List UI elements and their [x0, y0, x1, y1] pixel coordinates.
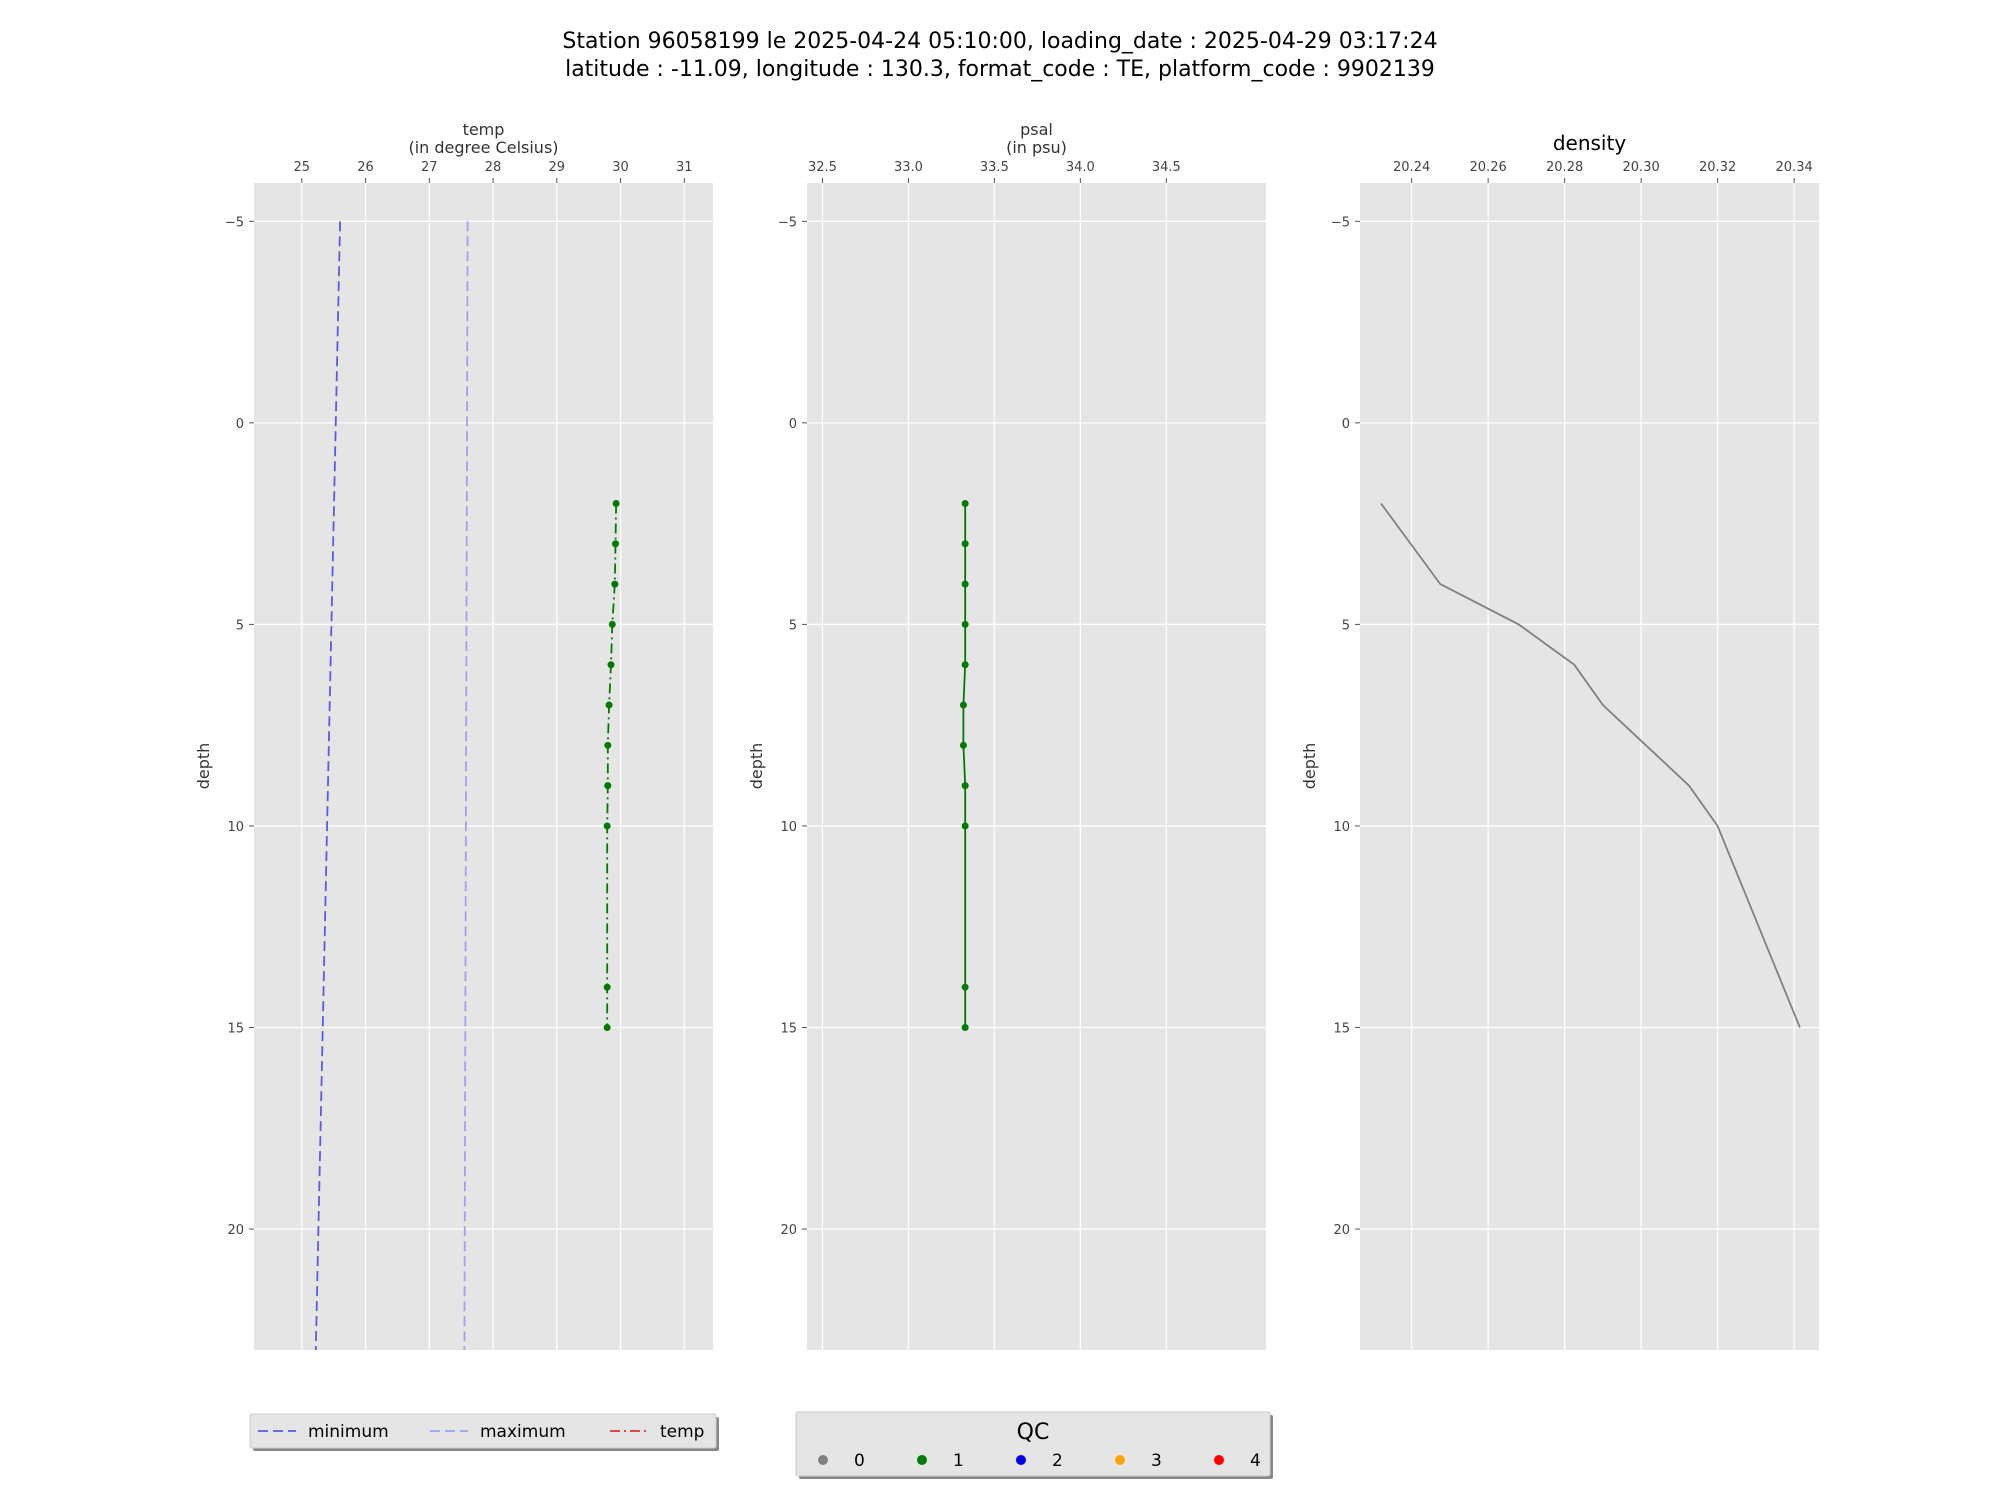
- density-y-tick-label: 0: [1342, 417, 1350, 432]
- temp-y-tick-label: 15: [227, 1022, 244, 1037]
- legend-label-maximum: maximum: [480, 1422, 566, 1442]
- psal-data-point: [961, 661, 969, 669]
- density-y-tick-label: 15: [1333, 1022, 1350, 1037]
- psal-y-tick-label: 5: [789, 618, 797, 633]
- temp-x-tick-label: 29: [549, 160, 566, 175]
- temp-y-tick-label: 20: [227, 1223, 244, 1238]
- qc-marker-1: [917, 1455, 927, 1465]
- psal-data-point: [961, 983, 969, 991]
- temp-x-tick-label: 25: [294, 160, 311, 175]
- temp-y-tick-label: −5: [225, 215, 244, 230]
- psal-x-tick-label: 32.5: [808, 160, 837, 175]
- psal-x-tick-label: 34.0: [1066, 160, 1095, 175]
- density-x-tick-label: 20.32: [1699, 160, 1736, 175]
- density-y-tick-label: −5: [1331, 215, 1350, 230]
- psal-data-point: [961, 822, 969, 830]
- temp-data-point: [608, 620, 616, 628]
- qc-legend-title: QC: [1017, 1420, 1050, 1445]
- qc-label-4: 4: [1250, 1451, 1261, 1471]
- temp-x-tick-label: 27: [421, 160, 438, 175]
- density-y-tick-label: 5: [1342, 618, 1350, 633]
- psal-x-tick-label: 33.0: [894, 160, 923, 175]
- psal-data-point: [961, 499, 969, 507]
- qc-label-3: 3: [1151, 1451, 1162, 1471]
- psal-data-point: [961, 580, 969, 588]
- temp-plot-area: [254, 183, 713, 1350]
- qc-marker-2: [1016, 1455, 1026, 1465]
- temp-x-tick-label: 31: [676, 160, 693, 175]
- temp-x-axis-label: temp: [463, 120, 505, 139]
- psal-y-tick-label: 0: [789, 417, 797, 432]
- legend-label-temp: temp: [660, 1422, 704, 1442]
- qc-label-0: 0: [854, 1451, 865, 1471]
- psal-data-point: [959, 741, 967, 749]
- psal-data-point: [959, 701, 967, 709]
- density-panel-title: density: [1553, 131, 1626, 155]
- qc-label-2: 2: [1052, 1451, 1063, 1471]
- density-x-tick-label: 20.28: [1546, 160, 1583, 175]
- qc-marker-0: [818, 1455, 828, 1465]
- temp-data-point: [612, 499, 620, 507]
- qc-label-1: 1: [953, 1451, 964, 1471]
- temp-data-point: [603, 822, 611, 830]
- panel-psal: 32.5 33.0 33.5 34.0 34.5 −5 0 5 10 15 20 psal(in ps…: [747, 120, 1266, 1350]
- legend-qc: QC 0 1 2 3 4: [795, 1411, 1273, 1479]
- psal-data-point: [961, 540, 969, 548]
- density-x-tick-label: 20.26: [1470, 160, 1507, 175]
- legend-lines: minimum maximum temp: [249, 1413, 719, 1451]
- figure-title-line1: Station 96058199 le 2025-04-24 05:10:00,…: [562, 29, 1437, 54]
- psal-y-axis-label: depth: [747, 743, 766, 790]
- temp-data-point: [604, 782, 612, 790]
- density-x-tick-label: 20.24: [1393, 160, 1430, 175]
- temp-x-axis-unit: (in degree Celsius): [408, 138, 558, 157]
- psal-y-tick-label: 15: [780, 1022, 797, 1037]
- temp-x-tick-label: 26: [357, 160, 374, 175]
- temp-data-point: [603, 983, 611, 991]
- temp-data-point: [607, 661, 615, 669]
- psal-y-tick-label: 20: [780, 1223, 797, 1238]
- temp-series-minimum-line: [314, 221, 341, 1351]
- temp-y-axis-label: depth: [194, 743, 213, 790]
- temp-data-point: [604, 741, 612, 749]
- temp-y-tick-label: 10: [227, 820, 244, 835]
- density-series-density-line: [1380, 502, 1801, 1028]
- temp-x-tick-label: 30: [612, 160, 629, 175]
- psal-y-tick-label: −5: [778, 215, 797, 230]
- density-y-tick-label: 10: [1333, 820, 1350, 835]
- temp-series-maximum-line: [463, 221, 469, 1351]
- temp-data-point: [611, 580, 619, 588]
- legend-label-minimum: minimum: [308, 1422, 389, 1442]
- qc-marker-4: [1214, 1455, 1224, 1465]
- qc-marker-3: [1115, 1455, 1125, 1465]
- psal-x-tick-label: 34.5: [1152, 160, 1181, 175]
- temp-data-point: [605, 701, 613, 709]
- panel-temp: 25 26 27 28 29 30 31 −5 0 5 10 15 20 temp(in degree C…: [194, 120, 713, 1351]
- panels: 25 26 27 28 29 30 31 −5 0 5 10 15 20 temp(in degree C…: [194, 120, 1819, 1351]
- psal-x-axis-unit: (in psu): [1006, 138, 1067, 157]
- temp-data-point: [603, 1024, 611, 1032]
- figure-title-line2: latitude : -11.09, longitude : 130.3, fo…: [565, 57, 1435, 82]
- legend-box: [249, 1413, 717, 1449]
- temp-x-tick-label: 28: [485, 160, 502, 175]
- psal-data-point: [961, 1024, 969, 1032]
- qc-legend-box: [795, 1411, 1271, 1477]
- panel-density: 20.24 20.26 20.28 20.30 20.32 20.34 −5 0 5 10 15 20…: [1300, 131, 1819, 1350]
- density-plot-area: [1360, 183, 1819, 1350]
- psal-plot-area: [807, 183, 1266, 1350]
- psal-data-point: [961, 620, 969, 628]
- density-y-axis-label: depth: [1300, 743, 1319, 790]
- density-x-tick-label: 20.34: [1776, 160, 1813, 175]
- temp-data-point: [611, 540, 619, 548]
- psal-x-tick-label: 33.5: [980, 160, 1009, 175]
- temp-y-tick-label: 5: [236, 618, 244, 633]
- psal-x-axis-label: psal: [1020, 120, 1053, 139]
- density-x-tick-label: 20.30: [1623, 160, 1660, 175]
- psal-data-point: [961, 782, 969, 790]
- psal-y-tick-label: 10: [780, 820, 797, 835]
- temp-y-tick-label: 0: [236, 417, 244, 432]
- density-y-tick-label: 20: [1333, 1223, 1350, 1238]
